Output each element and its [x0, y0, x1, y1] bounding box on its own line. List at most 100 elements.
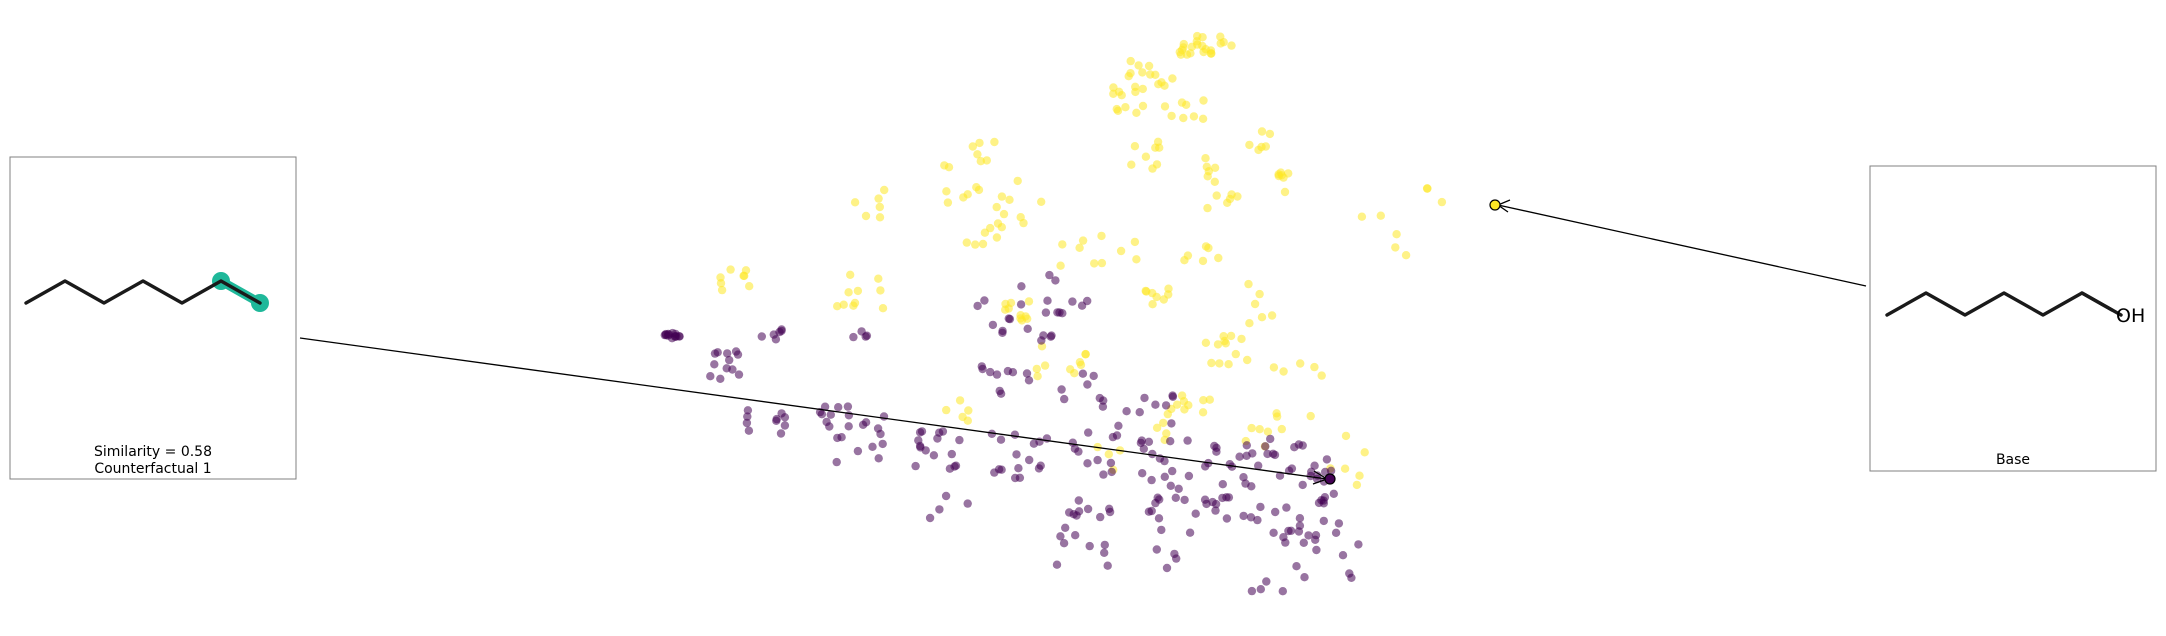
scatter-point-class-0 — [921, 446, 930, 455]
scatter-point-class-0 — [873, 424, 883, 433]
base-frame — [1869, 165, 2157, 472]
scatter-point-class-0 — [1041, 308, 1051, 317]
scatter-point-class-1 — [1138, 68, 1147, 77]
scatter-point-class-1 — [874, 194, 883, 203]
scatter-point-class-1 — [1138, 101, 1148, 111]
scatter-point-class-1 — [1155, 143, 1164, 152]
scatter-point-class-1 — [1272, 412, 1282, 421]
scatter-point-class-1 — [875, 202, 884, 212]
scatter-point-class-1 — [876, 286, 885, 295]
scatter-point-class-1 — [846, 270, 855, 279]
scatter-point-class-1 — [1247, 423, 1256, 433]
scatter-point-class-0 — [734, 370, 744, 379]
scatter-point-class-0 — [1279, 533, 1288, 542]
scatter-point-class-0 — [1200, 495, 1210, 504]
scatter-point-class-1 — [990, 137, 999, 147]
scatter-point-class-1 — [1114, 87, 1124, 97]
scatter-point-class-0 — [1148, 449, 1157, 459]
scatter-point-class-0 — [1298, 480, 1307, 490]
scatter-point-class-1 — [1210, 163, 1220, 172]
scatter-point-class-1 — [1058, 240, 1067, 249]
scatter-point-class-1 — [1269, 363, 1279, 372]
scatter-point-class-1 — [943, 198, 953, 207]
scatter-point-class-1 — [850, 198, 860, 207]
scatter-point-class-1 — [968, 142, 977, 151]
scatter-point-class-0 — [874, 454, 883, 463]
scatter-point-class-0 — [1008, 368, 1018, 377]
scatter-point-class-0 — [1334, 519, 1344, 528]
scatter-point-class-0 — [1103, 561, 1112, 570]
scatter-point-class-1 — [1212, 191, 1221, 200]
scatter-point-class-0 — [1160, 472, 1170, 481]
scatter-point-class-1 — [1146, 70, 1155, 79]
scatter-point-class-1 — [1160, 102, 1170, 111]
scatter-point-class-1 — [1244, 279, 1253, 289]
scatter-point-class-1 — [1056, 261, 1065, 270]
scatter-point-class-0 — [1012, 450, 1021, 459]
counterfactual-frame — [9, 156, 297, 480]
scatter-point-class-0 — [1106, 458, 1116, 468]
scatter-point-class-1 — [1310, 362, 1319, 372]
scatter-point-class-1 — [1097, 231, 1106, 241]
scatter-point-class-1 — [1245, 140, 1254, 150]
scatter-point-class-1 — [1132, 255, 1141, 264]
scatter-point-class-0 — [772, 414, 781, 424]
scatter-point-class-1 — [1204, 243, 1213, 253]
scatter-point-class-0 — [1011, 473, 1020, 483]
scatter-point-class-0 — [955, 435, 964, 445]
scatter-point-class-0 — [744, 426, 754, 435]
scatter-point-class-0 — [929, 451, 939, 460]
scatter-point-class-1 — [1215, 359, 1224, 368]
scatter-point-class-0 — [1294, 527, 1304, 536]
scatter-point-class-0 — [1275, 471, 1285, 480]
scatter-point-class-1 — [1005, 195, 1014, 204]
scatter-point-class-1 — [997, 192, 1007, 201]
scatter-point-class-1 — [1109, 83, 1118, 92]
scatter-point-class-0 — [1069, 510, 1078, 519]
scatter-point-class-0 — [1310, 461, 1319, 470]
scatter-point-class-0 — [1139, 444, 1149, 453]
scatter-point-class-1 — [875, 213, 885, 222]
scatter-point-class-0 — [1147, 475, 1156, 485]
scatter-point-class-1 — [1138, 84, 1148, 94]
scatter-point-class-1 — [1070, 369, 1079, 378]
scatter-point-class-0 — [1180, 495, 1189, 505]
scatter-point-class-1 — [1203, 203, 1212, 213]
scatter-point-class-0 — [1168, 392, 1178, 401]
scatter-point-class-0 — [990, 468, 999, 477]
scatter-point-class-1 — [1423, 184, 1432, 193]
scatter-point-class-1 — [1437, 197, 1447, 207]
scatter-point-class-1 — [955, 396, 965, 405]
scatter-point-class-1 — [1168, 74, 1177, 83]
scatter-point-class-0 — [769, 330, 778, 339]
scatter-point-class-1 — [839, 300, 848, 309]
scatter-point-class-0 — [1304, 531, 1313, 540]
scatter-point-class-0 — [1294, 440, 1304, 449]
scatter-point-class-0 — [973, 301, 982, 311]
scatter-point-class-0 — [1235, 452, 1244, 461]
scatter-point-class-1 — [1032, 364, 1042, 374]
scatter-point-class-0 — [1071, 531, 1080, 540]
scatter-point-class-0 — [861, 418, 871, 427]
scatter-point-class-0 — [1171, 493, 1181, 502]
scatter-point-class-1 — [1391, 243, 1400, 252]
scatter-point-class-1 — [861, 211, 871, 221]
scatter-point-class-1 — [1179, 43, 1188, 52]
scatter-point-class-1 — [971, 240, 980, 249]
scatter-point-class-0 — [1023, 324, 1032, 333]
counterfactual-molecule — [24, 272, 269, 312]
scatter-point-class-1 — [1204, 167, 1214, 176]
scatter-point-class-1 — [745, 282, 754, 291]
scatter-point-class-0 — [992, 370, 1002, 379]
scatter-point-class-1 — [844, 288, 853, 297]
scatter-point-class-0 — [849, 332, 858, 342]
scatter-point-class-1 — [973, 150, 982, 159]
scatter-point-class-1 — [1280, 187, 1290, 197]
scatter-point-class-1 — [1199, 396, 1208, 405]
scatter-point-class-0 — [1268, 449, 1278, 458]
scatter-point-class-1 — [1265, 129, 1275, 139]
scatter-point-class-0 — [1299, 538, 1309, 547]
scatter-point-class-0 — [832, 457, 841, 467]
scatter-point-class-1 — [1214, 253, 1223, 263]
scatter-point-class-1 — [1250, 299, 1260, 309]
